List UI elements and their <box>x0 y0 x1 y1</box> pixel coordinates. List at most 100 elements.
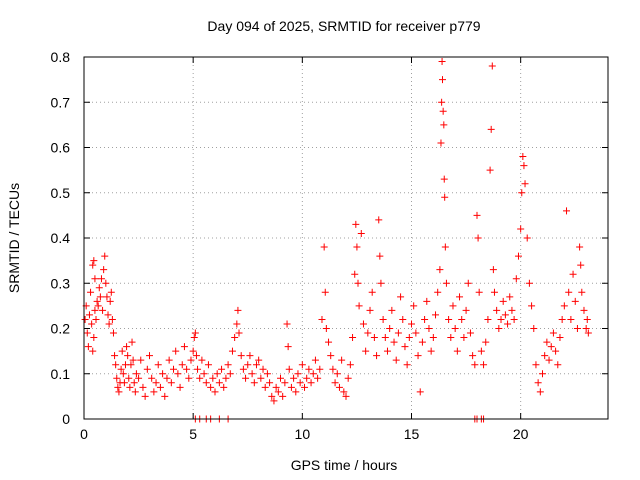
data-point <box>129 356 137 364</box>
data-point <box>239 365 247 373</box>
data-point <box>314 374 322 382</box>
data-point <box>381 334 389 342</box>
data-point <box>226 370 234 378</box>
data-point <box>270 397 278 405</box>
data-point <box>189 347 197 355</box>
data-point <box>261 383 269 391</box>
data-point <box>290 374 298 382</box>
data-point <box>434 288 442 296</box>
y-axis-label: SRMTID / TECUs <box>6 183 22 293</box>
x-tick-label: 20 <box>513 426 529 442</box>
y-tick-label: 0.4 <box>51 230 71 246</box>
data-point <box>123 343 131 351</box>
data-point <box>376 252 384 260</box>
data-point <box>504 320 512 328</box>
data-point <box>178 361 186 369</box>
data-point <box>475 288 483 296</box>
data-point <box>414 352 422 360</box>
data-point <box>514 252 522 260</box>
data-point <box>215 379 223 387</box>
data-point <box>462 306 470 314</box>
data-point <box>91 275 99 283</box>
data-point <box>366 306 374 314</box>
data-point <box>530 325 538 332</box>
data-point <box>235 329 243 337</box>
data-point <box>545 356 553 364</box>
data-point <box>554 361 562 369</box>
data-point <box>146 352 153 360</box>
data-point <box>231 334 239 342</box>
data-point <box>425 325 433 332</box>
data-point <box>556 334 564 342</box>
data-point <box>519 153 527 161</box>
data-point <box>108 315 116 323</box>
data-point <box>316 365 324 373</box>
x-tick-label: 15 <box>404 426 420 442</box>
data-point <box>477 347 485 355</box>
data-point <box>580 306 588 314</box>
data-point <box>583 315 591 323</box>
y-tick-label: 0.6 <box>51 140 71 156</box>
data-point <box>234 306 242 314</box>
data-point <box>198 356 206 364</box>
data-point <box>268 392 276 400</box>
data-point <box>501 311 509 319</box>
y-tick-label: 0.5 <box>51 185 71 201</box>
data-point <box>466 329 474 337</box>
data-point <box>534 379 542 387</box>
data-point <box>438 58 446 66</box>
data-point <box>137 356 145 364</box>
data-point <box>375 216 383 224</box>
data-point <box>95 284 103 292</box>
data-point <box>543 338 551 346</box>
data-point <box>490 288 498 296</box>
data-point <box>539 370 546 378</box>
data-point <box>83 329 91 337</box>
data-point <box>119 370 127 378</box>
data-point <box>573 325 581 332</box>
data-point <box>118 347 126 355</box>
y-tick-label: 0.7 <box>51 94 71 110</box>
data-point <box>355 302 363 310</box>
data-point <box>523 234 531 242</box>
data-point <box>449 302 457 310</box>
chart-title: Day 094 of 2025, SRMTID for receiver p77… <box>207 18 480 34</box>
data-point <box>497 315 505 323</box>
data-point <box>266 379 274 387</box>
data-point <box>335 383 343 391</box>
data-point <box>471 361 479 369</box>
data-point <box>499 297 507 305</box>
data-point <box>578 288 586 296</box>
data-point <box>287 383 295 391</box>
data-point <box>263 370 271 378</box>
data-point <box>141 392 149 400</box>
data-point <box>508 306 516 314</box>
data-point <box>284 343 292 351</box>
plot-frame <box>83 56 609 420</box>
data-point <box>453 347 461 355</box>
data-point <box>386 325 394 332</box>
data-point <box>353 243 361 251</box>
data-point <box>517 225 525 233</box>
data-point <box>228 347 236 355</box>
data-point <box>373 352 381 360</box>
data-point <box>194 365 202 373</box>
data-point <box>190 334 198 342</box>
data-point <box>204 361 212 369</box>
data-point <box>460 334 468 342</box>
data-point <box>156 383 164 391</box>
data-point <box>510 315 518 323</box>
data-point <box>442 279 450 287</box>
data-point <box>584 329 592 337</box>
data-point <box>346 361 354 369</box>
data-point <box>202 379 210 387</box>
data-point <box>252 361 260 369</box>
data-point <box>349 334 357 342</box>
data-point <box>143 365 151 373</box>
data-point <box>408 320 415 328</box>
data-point <box>418 338 426 346</box>
data-point <box>285 365 293 373</box>
data-point <box>474 234 482 242</box>
data-point <box>126 383 134 391</box>
data-point <box>582 325 590 332</box>
